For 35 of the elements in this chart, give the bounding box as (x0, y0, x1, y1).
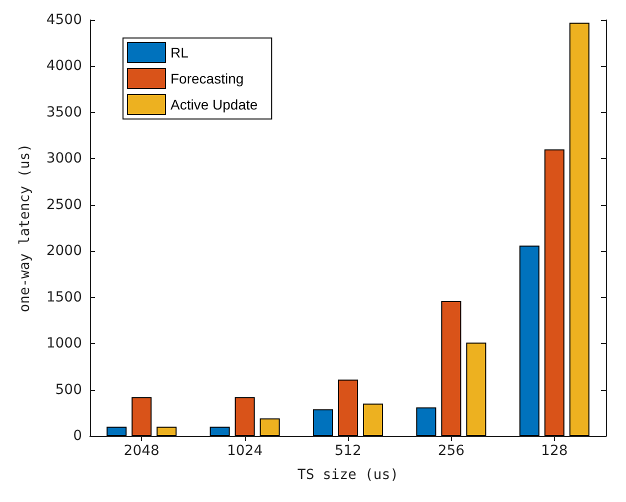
bar (156, 426, 177, 436)
y-axis-title: one-way latency (us) (17, 144, 33, 312)
bar (441, 301, 462, 436)
x-axis-title: TS size (us) (297, 467, 399, 483)
bar (416, 407, 436, 436)
x-tick-label: 256 (438, 443, 465, 459)
y-tick-label: 3500 (46, 104, 82, 120)
x-tick-label: 2048 (124, 443, 160, 459)
bar (313, 409, 333, 436)
bar (260, 418, 280, 436)
bar (132, 397, 152, 436)
y-tick-label: 1500 (46, 289, 82, 306)
y-tick-label: 500 (55, 382, 82, 398)
legend-label: Active Update (170, 96, 258, 112)
bar (544, 149, 564, 436)
x-tick-label: 1024 (226, 443, 263, 459)
y-tick-label: 3000 (46, 150, 82, 167)
bar (210, 426, 230, 436)
bar (338, 380, 358, 436)
bar (519, 246, 540, 436)
y-tick-label: 2500 (46, 196, 82, 213)
y-tick-label: 2000 (46, 243, 82, 260)
y-tick-label: 4500 (46, 12, 82, 28)
y-tick-label: 0 (73, 428, 82, 444)
legend-label: RL (170, 44, 189, 60)
bar (466, 342, 486, 436)
y-tick-label: 1000 (46, 336, 82, 352)
bar (363, 404, 383, 436)
y-tick-label: 4000 (46, 58, 82, 74)
bar (569, 22, 590, 436)
bar (234, 397, 255, 436)
x-tick-label: 512 (334, 443, 362, 459)
x-tick-label: 128 (541, 443, 568, 459)
legend-label: Forecasting (170, 70, 244, 86)
bar (106, 426, 127, 436)
